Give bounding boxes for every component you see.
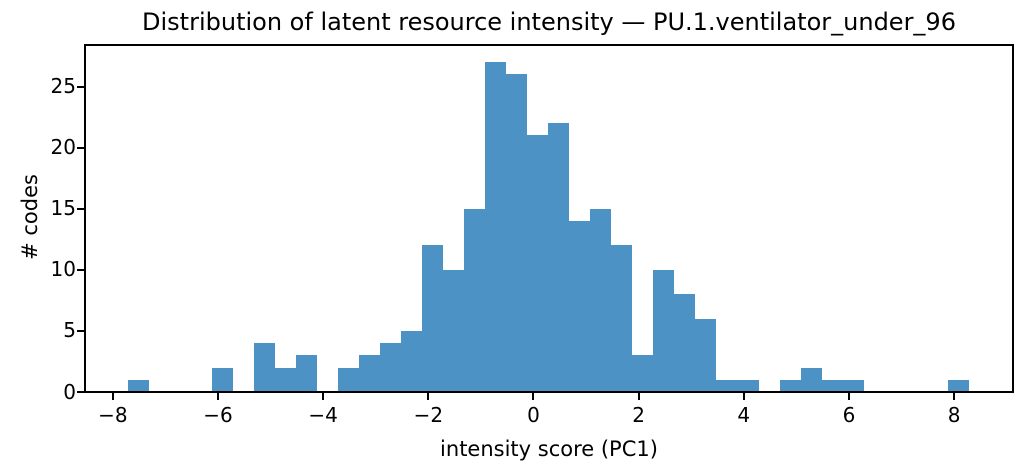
x-tick-mark xyxy=(953,393,956,400)
histogram-bar xyxy=(295,355,317,392)
y-tick-mark xyxy=(77,146,84,149)
histogram-bar xyxy=(527,135,549,392)
histogram-bar xyxy=(211,367,233,392)
x-tick-mark xyxy=(322,393,325,400)
histogram-bar xyxy=(253,343,275,392)
histogram-bar xyxy=(485,62,507,392)
histogram-bar xyxy=(422,245,444,392)
x-tick-label: 2 xyxy=(632,403,645,427)
histogram-bar xyxy=(337,367,359,392)
x-tick-label: −8 xyxy=(98,403,128,427)
histogram-bar xyxy=(716,379,738,392)
histogram-bar xyxy=(358,355,380,392)
x-tick-label: −4 xyxy=(308,403,338,427)
histogram-bar xyxy=(947,379,969,392)
x-tick-mark xyxy=(532,393,535,400)
x-tick-mark xyxy=(427,393,430,400)
x-tick-label: −2 xyxy=(413,403,444,427)
y-tick-mark xyxy=(77,85,84,88)
y-tick-label: 0 xyxy=(63,379,76,404)
x-tick-label: −6 xyxy=(203,403,233,427)
histogram-bar xyxy=(800,367,822,392)
x-tick-mark xyxy=(637,393,640,400)
y-tick-mark xyxy=(77,207,84,210)
x-tick-mark xyxy=(742,393,745,400)
x-tick-label: 8 xyxy=(947,403,961,427)
y-tick-label: 15 xyxy=(50,196,76,221)
y-tick-label: 5 xyxy=(63,318,76,343)
x-tick-mark xyxy=(217,393,220,400)
histogram-bar xyxy=(590,208,612,392)
chart-title: Distribution of latent resource intensit… xyxy=(142,8,956,36)
histogram-bar xyxy=(274,367,296,392)
x-axis-label: intensity score (PC1) xyxy=(440,437,658,461)
histogram-bar xyxy=(779,379,801,392)
x-tick-label: 4 xyxy=(737,403,751,427)
y-tick-mark xyxy=(77,329,84,332)
histogram-bar xyxy=(842,379,864,392)
histogram-bar xyxy=(632,355,654,392)
x-tick-label: 0 xyxy=(527,403,540,427)
histogram-bar xyxy=(506,74,528,392)
histogram-bar xyxy=(548,123,570,392)
histogram-bar xyxy=(737,379,759,392)
histogram-bar xyxy=(674,294,696,392)
histogram-bar xyxy=(653,269,675,392)
histogram-bar xyxy=(127,379,149,392)
histogram-bar xyxy=(400,330,422,392)
y-tick-label: 20 xyxy=(50,135,76,160)
histogram-bar xyxy=(695,318,717,392)
x-tick-mark xyxy=(847,393,850,400)
y-tick-label: 10 xyxy=(50,257,76,282)
histogram-bar xyxy=(379,343,401,392)
histogram-bar xyxy=(569,220,591,392)
x-tick-label: 6 xyxy=(842,403,856,427)
x-tick-mark xyxy=(111,393,114,400)
y-tick-label: 25 xyxy=(50,74,76,99)
histogram-bar xyxy=(611,245,633,392)
histogram-bar xyxy=(443,269,465,392)
y-tick-mark xyxy=(77,268,84,271)
histogram-bar xyxy=(464,208,486,392)
y-tick-mark xyxy=(77,391,84,393)
histogram-bar xyxy=(821,379,843,392)
